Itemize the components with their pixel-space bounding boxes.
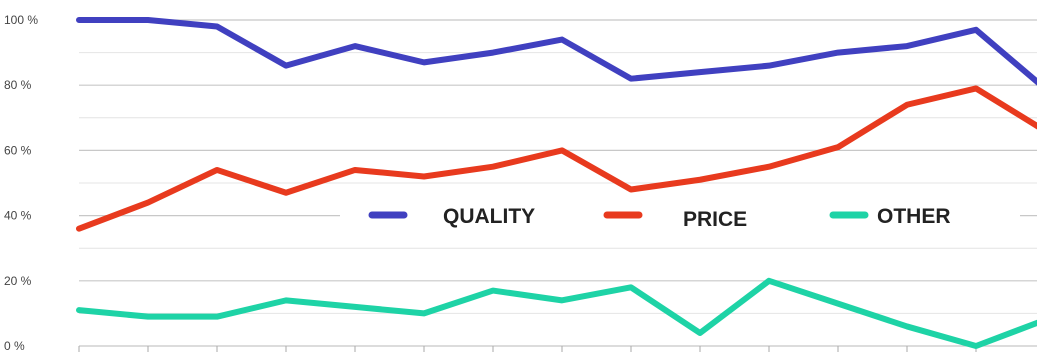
x-axis-ticks — [78, 346, 977, 352]
y-tick-label: 20 % — [4, 274, 32, 288]
series-line-other — [76, 277, 1037, 349]
legend-background — [340, 198, 1020, 232]
y-tick-label: 0 % — [4, 339, 25, 353]
y-axis-tick-labels: 100 % 80 % 60 % 40 % 20 % 0 % — [4, 13, 38, 353]
y-tick-label: 80 % — [4, 78, 32, 92]
series-line-price — [76, 85, 1037, 232]
legend-label-price: PRICE — [683, 208, 747, 231]
series-line-quality — [76, 17, 1037, 86]
y-tick-label: 60 % — [4, 143, 32, 157]
series-lines — [76, 17, 1037, 349]
y-tick-label: 100 % — [4, 13, 38, 27]
legend-label-other: OTHER — [877, 205, 951, 228]
legend-label-quality: QUALITY — [443, 205, 535, 228]
legend: QUALITY PRICE OTHER — [340, 198, 1020, 232]
y-tick-label: 40 % — [4, 209, 32, 223]
